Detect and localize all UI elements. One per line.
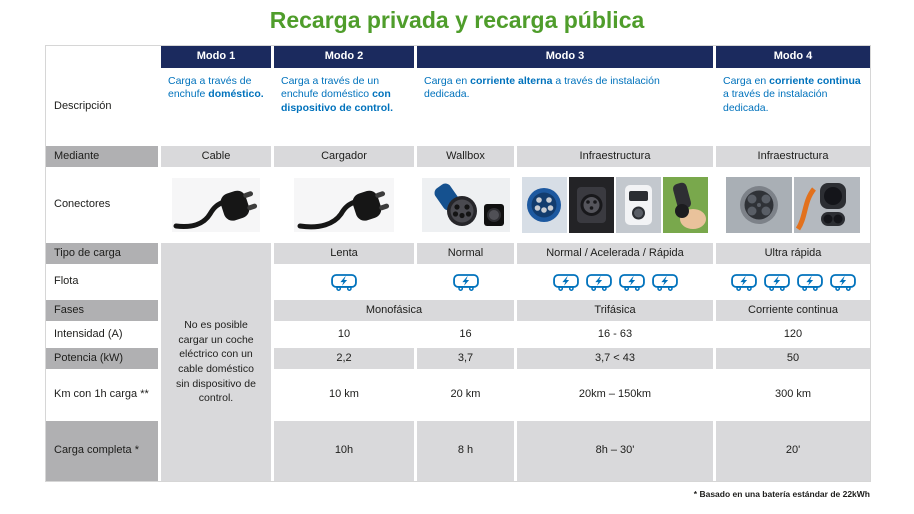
cell-intensidad-modo4: 120 (716, 324, 870, 345)
row-label-tipo-de-carga: Tipo de carga (46, 243, 158, 264)
desc-text: Carga en (723, 75, 770, 87)
ev-car-lightning-icon (651, 274, 678, 291)
page-title: Recarga privada y recarga pública (269, 7, 645, 33)
desc-text: Carga a través de enchufe (168, 75, 252, 101)
cell-intensidad-infraestructura: 16 - 63 (517, 324, 713, 345)
ev-car-lightning-icon (763, 274, 790, 291)
charging-modes-table: Modo 1 Modo 2 Modo 3 Modo 4 Descripción … (46, 46, 870, 481)
cell-mediante-infraestructura: Infraestructura (517, 146, 713, 167)
row-label-flota: Flota (46, 267, 158, 297)
cell-tipo-modo2: Lenta (274, 243, 414, 264)
type2-blue-connector-photo (522, 177, 567, 233)
ev-car-lightning-icon (829, 274, 856, 291)
cell-fases-monofasica: Monofásica (274, 300, 514, 321)
cell-flota-modo4 (716, 267, 870, 297)
cell-intensidad-wallbox: 16 (417, 324, 514, 345)
cell-intensidad-modo2: 10 (274, 324, 414, 345)
cell-tipo-wallbox: Normal (417, 243, 514, 264)
cell-km-infraestructura: 20km – 150km (517, 372, 713, 418)
cell-conectores-infraestructura (517, 170, 713, 240)
footnote: * Basado en una batería estándar de 22kW… (693, 489, 870, 499)
cell-mediante-modo1: Cable (161, 146, 271, 167)
row-label-fases: Fases (46, 300, 158, 321)
row-label-km-1h: Km con 1h carga ** (46, 372, 158, 418)
schuko-plug-photo (172, 178, 260, 232)
header-modo-4: Modo 4 (716, 46, 870, 68)
desc-bold: con dispositivo de control. (281, 88, 394, 114)
ev-car-lightning-icon (585, 274, 612, 291)
header-modo-1: Modo 1 (161, 46, 271, 68)
chademo-connector-photo (726, 177, 792, 233)
socket-panel-photo (569, 177, 614, 233)
ev-car-lightning-icon (331, 274, 357, 291)
cell-potencia-wallbox: 3,7 (417, 348, 514, 369)
row-label-potencia: Potencia (kW) (46, 348, 158, 369)
desc-bold: corriente alterna (470, 75, 553, 87)
cell-carga-wallbox: 8 h (417, 421, 514, 481)
desc-text: a través de instalación dedicada. (723, 88, 828, 114)
ccs-connector-photo (794, 177, 860, 233)
cell-tipo-modo4: Ultra rápida (716, 243, 870, 264)
ev-car-lightning-icon (452, 274, 479, 291)
cell-descripcion-modo3: Carga en corriente alterna a través de i… (417, 71, 713, 143)
cell-km-modo2: 10 km (274, 372, 414, 418)
cell-km-wallbox: 20 km (417, 372, 514, 418)
cell-carga-modo2: 10h (274, 421, 414, 481)
row-label-conectores: Conectores (46, 170, 158, 240)
desc-text: Carga en (424, 75, 471, 87)
cell-descripcion-modo2: Carga a través de un enchufe doméstico c… (274, 71, 414, 143)
cell-conectores-modo4 (716, 170, 870, 240)
cell-carga-infraestructura: 8h – 30' (517, 421, 713, 481)
header-modo-3: Modo 3 (417, 46, 713, 68)
type2-connector-and-socket-photo (421, 178, 510, 232)
schuko-plug-photo (294, 178, 394, 232)
row-label-carga-completa: Carga completa * (46, 421, 158, 481)
desc-text: Carga a través de un enchufe doméstico (281, 75, 380, 101)
cell-flota-infraestructura (517, 267, 713, 297)
desc-text: a través de instalación dedicada. (424, 75, 660, 101)
header-blank (46, 46, 158, 68)
cell-conectores-wallbox (417, 170, 514, 240)
cell-conectores-modo2 (274, 170, 414, 240)
hand-with-connector-photo (663, 177, 708, 233)
cell-descripcion-modo1: Carga a través de enchufe doméstico. (161, 71, 271, 143)
cell-fases-trifasica: Trifásica (517, 300, 713, 321)
cell-km-modo4: 300 km (716, 372, 870, 418)
cell-potencia-modo4: 50 (716, 348, 870, 369)
wallbox-unit-photo (616, 177, 661, 233)
cell-carga-modo4: 20' (716, 421, 870, 481)
ev-car-lightning-icon (618, 274, 645, 291)
cell-flota-wallbox (417, 267, 514, 297)
cell-mediante-modo2: Cargador (274, 146, 414, 167)
cell-fases-corriente-continua: Corriente continua (716, 300, 870, 321)
ev-car-lightning-icon (552, 274, 579, 291)
cell-tipo-infraestructura: Normal / Acelerada / Rápida (517, 243, 713, 264)
header-modo-2: Modo 2 (274, 46, 414, 68)
row-label-mediante: Mediante (46, 146, 158, 167)
row-label-intensidad: Intensidad (A) (46, 324, 158, 345)
row-label-descripcion: Descripción (46, 71, 158, 143)
modo1-note: No es posible cargar un coche eléctrico … (161, 243, 271, 481)
cell-descripcion-modo4: Carga en corriente continua a través de … (716, 71, 870, 143)
desc-bold: doméstico. (208, 88, 264, 101)
cell-potencia-modo2: 2,2 (274, 348, 414, 369)
cell-flota-modo2 (274, 267, 414, 297)
cell-mediante-modo4: Infraestructura (716, 146, 870, 167)
ev-car-lightning-icon (796, 274, 823, 291)
ev-car-lightning-icon (730, 274, 757, 291)
cell-conectores-modo1 (161, 170, 271, 240)
cell-potencia-infraestructura: 3,7 < 43 (517, 348, 713, 369)
desc-bold: corriente continua (769, 75, 861, 87)
cell-mediante-wallbox: Wallbox (417, 146, 514, 167)
